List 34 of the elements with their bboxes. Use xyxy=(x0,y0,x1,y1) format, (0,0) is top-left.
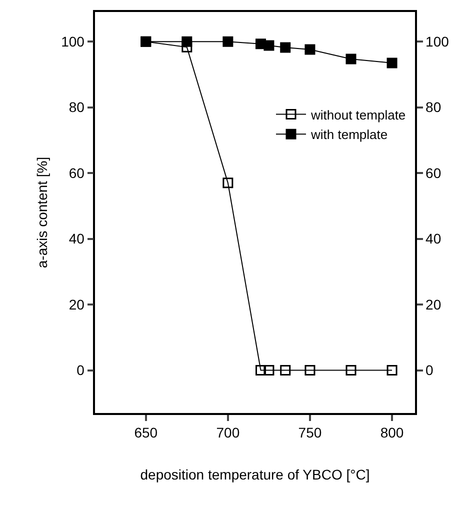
y-tick-label: 80 xyxy=(68,99,85,116)
x-tick-label: 650 xyxy=(134,424,158,441)
legend-label: without template xyxy=(310,107,406,122)
y-tick-label: 100 xyxy=(61,33,85,50)
point xyxy=(264,40,274,51)
y-tick-label: 20 xyxy=(68,296,85,312)
y2-tick-label: 40 xyxy=(426,230,442,247)
y-tick-label: 60 xyxy=(68,164,85,181)
y-tick-label: 40 xyxy=(68,230,85,247)
y-tick-label: 0 xyxy=(76,362,85,378)
point xyxy=(304,44,316,55)
y2-tick-label: 80 xyxy=(426,99,442,116)
point xyxy=(346,365,356,376)
point xyxy=(222,178,234,188)
y2-tick-label: 20 xyxy=(426,296,442,312)
point xyxy=(346,54,356,64)
legend-label: with template xyxy=(310,127,388,142)
point xyxy=(255,365,266,376)
point xyxy=(386,58,398,68)
x-tick-label: 800 xyxy=(380,424,404,441)
y-axis-title: a-axis content [%] xyxy=(34,156,50,268)
point xyxy=(222,36,234,47)
y2-tick-label: 0 xyxy=(426,362,434,378)
point xyxy=(386,365,398,376)
point xyxy=(182,36,192,47)
point xyxy=(304,365,316,376)
point xyxy=(280,42,291,53)
point xyxy=(280,365,291,376)
x-tick-label: 750 xyxy=(298,424,322,441)
point xyxy=(264,365,274,376)
x-tick-label: 700 xyxy=(216,424,240,441)
y2-tick-label: 100 xyxy=(426,33,450,50)
x-axis-title: deposition temperature of YBCO [°C] xyxy=(140,466,370,482)
y2-tick-label: 60 xyxy=(426,164,442,181)
